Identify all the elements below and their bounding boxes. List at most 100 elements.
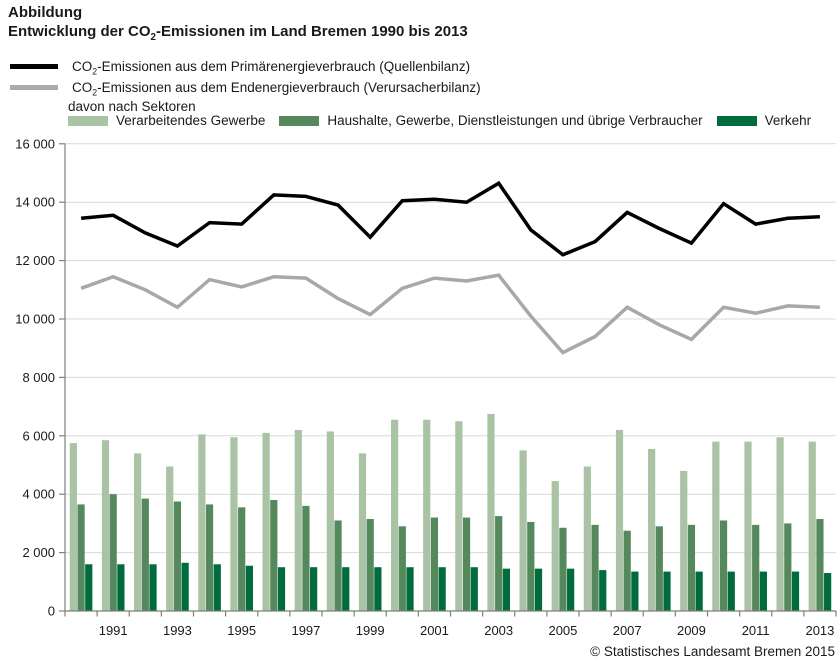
legend-sector-intro-label: davon nach Sektoren — [68, 99, 196, 114]
x-tick-label: 2009 — [677, 623, 706, 638]
co2-subscript: 2 — [92, 87, 98, 98]
bar-verkehr-2012 — [791, 571, 800, 611]
bar-verarbeitendes-gewerbe-1992 — [134, 453, 142, 611]
x-tick-label: 2013 — [805, 623, 834, 638]
x-tick-label: 1991 — [99, 623, 128, 638]
y-tick-label: 16 000 — [15, 136, 55, 151]
bar-verarbeitendes-gewerbe-1998 — [326, 431, 334, 611]
bar-verarbeitendes-gewerbe-2005 — [551, 481, 559, 611]
bar-verarbeitendes-gewerbe-1991 — [101, 440, 110, 611]
bar-haushalte-1995 — [238, 507, 246, 611]
bar-haushalte-1994 — [205, 504, 214, 611]
figure-title-pre: Entwicklung der CO — [8, 23, 151, 40]
bar-verkehr-1998 — [342, 567, 350, 611]
x-tick-label: 2003 — [484, 623, 513, 638]
bar-haushalte-2006 — [591, 524, 599, 611]
bar-verkehr-1999 — [374, 567, 382, 611]
bar-verkehr-1993 — [181, 562, 189, 611]
bar-verarbeitendes-gewerbe-2007 — [615, 429, 624, 611]
y-tick-label: 10 000 — [15, 312, 55, 327]
y-tick-label: 6 000 — [22, 428, 55, 443]
x-tick-label: 2011 — [742, 623, 770, 638]
bar-verarbeitendes-gewerbe-1990 — [69, 443, 77, 611]
bar-verkehr-2007 — [631, 571, 639, 611]
y-tick-label: 12 000 — [15, 253, 55, 268]
bar-verarbeitendes-gewerbe-2009 — [680, 470, 688, 611]
bar-verarbeitendes-gewerbe-2013 — [808, 441, 816, 611]
bar-verarbeitendes-gewerbe-2001 — [423, 419, 431, 611]
bar-haushalte-1992 — [141, 498, 149, 611]
x-tick-label: 1997 — [291, 623, 320, 638]
verkehr-swatch — [716, 115, 757, 126]
bar-haushalte-2005 — [559, 527, 567, 611]
bar-verkehr-2000 — [406, 567, 414, 611]
line-quellenbilanz — [80, 180, 820, 257]
bar-verarbeitendes-gewerbe-1999 — [358, 453, 367, 611]
bar-verarbeitendes-gewerbe-2012 — [776, 437, 784, 611]
bar-haushalte-2001 — [430, 517, 439, 611]
haushalte-swatch — [279, 115, 320, 126]
bar-verarbeitendes-gewerbe-2002 — [455, 421, 463, 611]
bar-verkehr-2002 — [470, 567, 478, 611]
legend-label-verkehr: Verkehr — [764, 113, 812, 128]
figure-title: Entwicklung der CO2-Emissionen im Land B… — [8, 23, 468, 43]
bar-haushalte-2004 — [527, 521, 535, 611]
legend-label-post: -Emissionen aus dem Endenergieverbrauch … — [97, 80, 481, 95]
bar-haushalte-2012 — [784, 523, 792, 611]
bar-verarbeitendes-gewerbe-2010 — [712, 441, 720, 611]
copyright: © Statistisches Landesamt Bremen 2015 — [590, 644, 835, 659]
bar-haushalte-2003 — [495, 516, 503, 611]
legend-row-quellenbilanz: CO2-Emissionen aus dem Primärenergieverb… — [10, 59, 471, 76]
bar-haushalte-1998 — [334, 520, 342, 611]
y-tick-label: 2 000 — [22, 545, 55, 560]
bar-verarbeitendes-gewerbe-2003 — [487, 413, 495, 611]
bar-verarbeitendes-gewerbe-1993 — [166, 466, 174, 611]
bar-verarbeitendes-gewerbe-1997 — [294, 429, 302, 611]
bar-haushalte-1999 — [366, 519, 374, 611]
co2-subscript: 2 — [150, 32, 156, 43]
legend-item-verarbeitendes-gewerbe: Verarbeitendes Gewerbe — [68, 113, 265, 128]
bar-verkehr-1990 — [85, 564, 93, 611]
legend-label-verarbeitendes-gewerbe: Verarbeitendes Gewerbe — [116, 113, 266, 128]
bar-verkehr-2009 — [695, 571, 703, 611]
legend-sector-intro: davon nach Sektoren — [68, 99, 196, 114]
bar-verkehr-2004 — [534, 568, 543, 611]
bar-verkehr-2010 — [727, 571, 735, 611]
bar-verkehr-2005 — [567, 568, 575, 611]
bar-haushalte-2000 — [398, 526, 406, 611]
bar-haushalte-2002 — [462, 517, 471, 611]
bar-verarbeitendes-gewerbe-2004 — [519, 450, 527, 611]
bar-verkehr-1992 — [149, 564, 157, 611]
legend-sectors: Verarbeitendes Gewerbe Haushalte, Gewerb… — [68, 113, 825, 128]
bar-verarbeitendes-gewerbe-1996 — [262, 432, 270, 611]
bar-verkehr-1996 — [277, 567, 286, 611]
legend-label-post: -Emissionen aus dem Primärenergieverbrau… — [97, 59, 471, 74]
bar-verkehr-1994 — [213, 564, 221, 611]
figure-title-post: -Emissionen im Land Bremen 1990 bis 2013 — [155, 23, 468, 40]
x-tick-label: 1995 — [227, 623, 256, 638]
bar-haushalte-2013 — [816, 519, 824, 611]
bar-verkehr-1991 — [117, 564, 125, 611]
bar-haushalte-2010 — [719, 520, 728, 611]
bar-haushalte-1990 — [77, 504, 85, 611]
bar-verkehr-2001 — [438, 567, 446, 611]
legend-item-haushalte: Haushalte, Gewerbe, Dienstleistungen und… — [279, 113, 703, 128]
bar-haushalte-1996 — [270, 500, 278, 611]
y-tick-label: 14 000 — [15, 195, 55, 210]
x-tick-label: 1999 — [356, 623, 385, 638]
bar-verkehr-2003 — [502, 568, 510, 611]
bar-verarbeitendes-gewerbe-2000 — [391, 419, 399, 611]
legend-label-haushalte: Haushalte, Gewerbe, Dienstleistungen und… — [327, 113, 703, 128]
legend-row-verursacherbilanz: CO2-Emissionen aus dem Endenergieverbrau… — [10, 80, 481, 98]
legend-label-verursacherbilanz: CO2-Emissionen aus dem Endenergieverbrau… — [72, 80, 481, 98]
legend-item-verkehr: Verkehr — [716, 113, 812, 128]
bar-haushalte-2009 — [687, 524, 696, 611]
verarbeitendes-gewerbe-swatch — [68, 115, 108, 126]
bar-verkehr-2011 — [759, 571, 767, 611]
quellenbilanz-line-swatch — [10, 64, 58, 69]
bar-haushalte-2011 — [752, 524, 760, 611]
bar-haushalte-1991 — [109, 494, 117, 611]
legend-label-pre: CO — [72, 80, 93, 95]
